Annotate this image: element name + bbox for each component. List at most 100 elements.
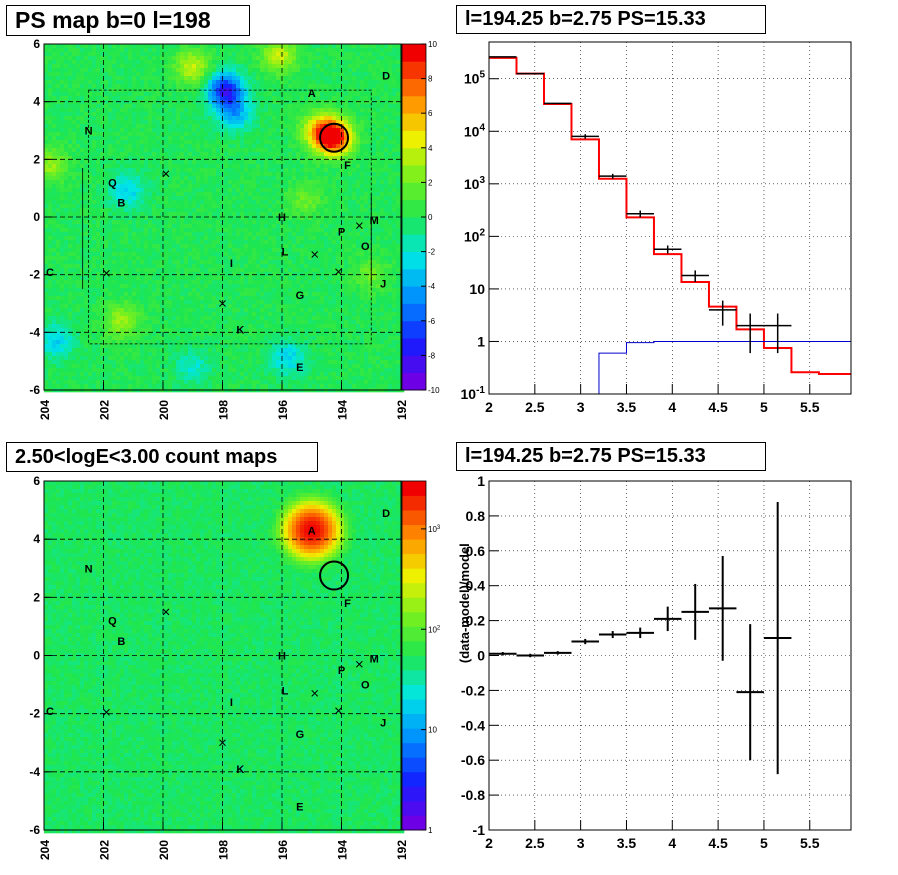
map-pixel (252, 72, 257, 77)
map-pixel (308, 236, 313, 241)
map-pixel (96, 144, 101, 149)
map-pixel (284, 48, 289, 53)
map-pixel (148, 64, 153, 69)
map-pixel (152, 144, 157, 149)
map-pixel (164, 184, 169, 189)
map-pixel (264, 176, 269, 181)
map-pixel (364, 188, 369, 193)
map-pixel (340, 56, 345, 61)
map-pixel (280, 200, 285, 205)
map-pixel (92, 48, 97, 53)
map-pixel (284, 180, 289, 185)
map-pixel (360, 160, 365, 165)
map-pixel (324, 256, 329, 261)
map-pixel (312, 84, 317, 89)
map-pixel (396, 140, 401, 145)
map-pixel (276, 76, 281, 81)
map-pixel (68, 128, 73, 133)
map-pixel (240, 188, 245, 193)
map-pixel (92, 204, 97, 209)
map-pixel (220, 144, 225, 149)
map-pixel (116, 260, 121, 265)
map-pixel (168, 132, 173, 137)
map-pixel (132, 48, 137, 53)
map-pixel (152, 52, 157, 57)
map-pixel (84, 156, 89, 161)
map-pixel (136, 244, 141, 249)
map-pixel (364, 248, 369, 253)
map-pixel (324, 144, 329, 149)
map-pixel (88, 212, 93, 217)
map-pixel (188, 188, 193, 193)
map-pixel (96, 196, 101, 201)
map-pixel (272, 96, 277, 101)
map-pixel (352, 168, 357, 173)
map-pixel (236, 128, 241, 133)
map-pixel (252, 248, 257, 253)
map-pixel (124, 252, 129, 257)
map-pixel (204, 68, 209, 73)
map-pixel (184, 244, 189, 249)
map-pixel (136, 264, 141, 269)
map-pixel (52, 144, 57, 149)
map-pixel (140, 192, 145, 197)
map-pixel (364, 152, 369, 157)
map-pixel (208, 220, 213, 225)
map-pixel (212, 188, 217, 193)
map-pixel (96, 72, 101, 77)
map-pixel (236, 144, 241, 149)
map-pixel (120, 232, 125, 237)
map-pixel (384, 76, 389, 81)
map-pixel (140, 104, 145, 109)
map-pixel (236, 256, 241, 261)
map-pixel (224, 56, 229, 61)
map-pixel (44, 192, 49, 197)
map-pixel (180, 200, 185, 205)
map-pixel (44, 220, 49, 225)
map-pixel (56, 208, 61, 213)
map-pixel (240, 136, 245, 141)
map-pixel (384, 80, 389, 85)
map-pixel (44, 128, 49, 133)
map-pixel (60, 188, 65, 193)
map-pixel (76, 92, 81, 97)
map-pixel (124, 96, 129, 101)
map-pixel (84, 264, 89, 269)
map-pixel (268, 152, 273, 157)
map-pixel (48, 88, 53, 93)
map-pixel (192, 156, 197, 161)
map-pixel (168, 168, 173, 173)
map-pixel (352, 96, 357, 101)
map-pixel (308, 224, 313, 229)
map-pixel (52, 156, 57, 161)
map-pixel (108, 212, 113, 217)
map-pixel (44, 240, 49, 245)
map-pixel (304, 92, 309, 97)
map-pixel (60, 88, 65, 93)
map-pixel (48, 224, 53, 229)
map-pixel (228, 96, 233, 101)
map-pixel (108, 68, 113, 73)
map-pixel (232, 44, 237, 49)
map-pixel (228, 176, 233, 181)
map-pixel (244, 224, 249, 229)
map-pixel (236, 252, 241, 257)
map-pixel (264, 104, 269, 109)
map-pixel (176, 104, 181, 109)
map-pixel (256, 196, 261, 201)
map-pixel (60, 64, 65, 69)
map-pixel (156, 140, 161, 145)
map-pixel (308, 116, 313, 121)
map-pixel (56, 112, 61, 117)
map-pixel (300, 148, 305, 153)
map-pixel (356, 128, 361, 133)
map-pixel (104, 224, 109, 229)
map-pixel (140, 220, 145, 225)
map-pixel (92, 256, 97, 261)
map-pixel (208, 124, 213, 129)
map-pixel (180, 116, 185, 121)
map-pixel (104, 140, 109, 145)
map-pixel (156, 224, 161, 229)
map-pixel (360, 80, 365, 85)
map-pixel (68, 148, 73, 153)
